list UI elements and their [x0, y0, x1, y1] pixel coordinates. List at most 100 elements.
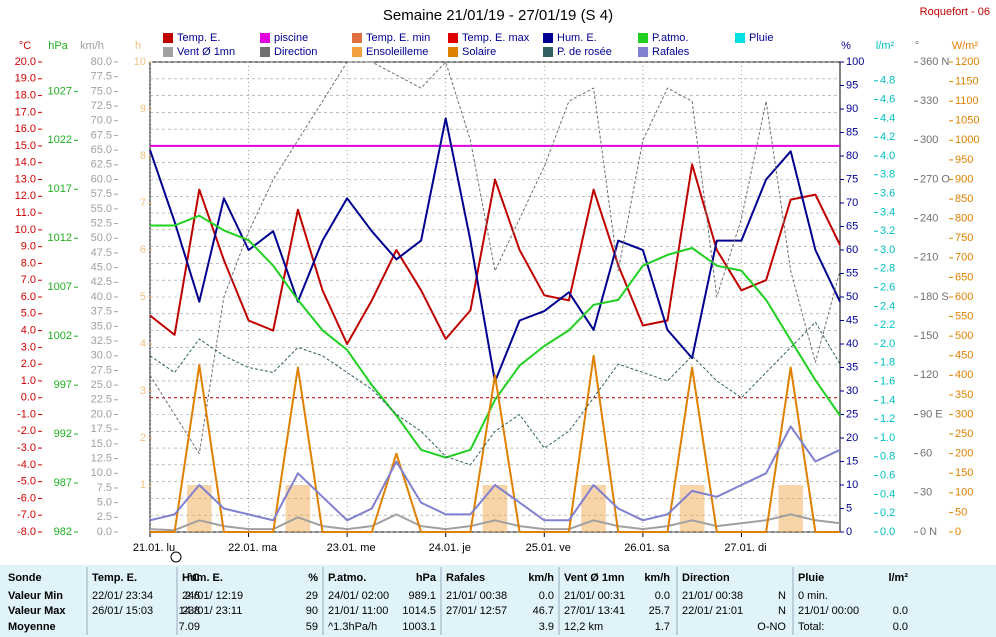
tick-label: 3.0: [21, 341, 36, 353]
tick-label: 4.0: [880, 150, 895, 162]
tick-label: 5: [140, 291, 146, 303]
tick-label: 12.5: [91, 452, 112, 464]
stats-cell: 12,2 km: [564, 621, 603, 633]
stats-value: 0.0: [655, 590, 670, 602]
tick-label: 1100: [955, 95, 979, 107]
tick-label: 40: [846, 338, 858, 350]
stats-row-label: Sonde: [8, 572, 42, 584]
stats-cell: 0 min.: [798, 590, 828, 602]
stats-value: 90: [306, 605, 318, 617]
tick-label: -5.0: [17, 476, 36, 488]
stats-cell: 24/01/ 02:00: [328, 590, 389, 602]
x-tick-label: 21.01. lu: [133, 542, 175, 554]
stats-cell: 27/01/ 13:41: [564, 605, 625, 617]
axis-title: hPa: [48, 40, 68, 52]
tick-label: 1017: [48, 183, 72, 195]
legend-swatch: [163, 47, 173, 57]
stats-value: 7.09: [179, 621, 200, 633]
tick-label: 15: [846, 455, 858, 467]
tick-label: 8.0: [21, 257, 36, 269]
tick-label: 950: [955, 154, 973, 166]
axis-title: km/h: [80, 40, 104, 52]
tick-label: 4.0: [21, 324, 36, 336]
tick-label: 10: [134, 56, 146, 68]
tick-label: 0.6: [880, 470, 895, 482]
tick-label: 65.0: [91, 144, 112, 156]
tick-label: 6.0: [21, 291, 36, 303]
series-line: [149, 163, 841, 345]
x-tick-label: 24.01. je: [429, 542, 471, 554]
tick-label: 2: [140, 432, 146, 444]
tick-label: 20.0: [91, 408, 112, 420]
tick-label: 2.2: [880, 319, 895, 331]
tick-label: 10: [846, 479, 858, 491]
tick-label: 1.4: [880, 394, 895, 406]
legend-swatch: [352, 47, 362, 57]
tick-label: 50: [846, 291, 858, 303]
stats-cell: 26/01/ 15:03: [92, 605, 153, 617]
tick-label: 0.4: [880, 488, 895, 500]
tick-label: 0 N: [920, 526, 937, 538]
tick-label: 3: [140, 385, 146, 397]
tick-label: 997: [54, 379, 72, 391]
sunshine-bar: [778, 485, 804, 532]
tick-label: -6.0: [17, 492, 36, 504]
tick-label: 3.2: [880, 225, 895, 237]
tick-label: 7: [140, 197, 146, 209]
stats-value: N: [778, 605, 786, 617]
stats-unit: km/h: [644, 572, 670, 584]
tick-label: 150: [920, 330, 938, 342]
tick-label: 7.5: [97, 482, 112, 494]
series-line: [149, 513, 841, 532]
tick-label: 2.6: [880, 282, 895, 294]
stats-value: 1.7: [655, 621, 670, 633]
tick-label: 9.0: [21, 241, 36, 253]
tick-label: 95: [846, 79, 858, 91]
tick-label: -4.0: [17, 459, 36, 471]
tick-label: 15.0: [91, 438, 112, 450]
tick-label: 37.5: [91, 306, 112, 318]
legend-swatch: [543, 47, 553, 57]
tick-label: 1: [140, 479, 146, 491]
axis-title: °: [915, 40, 919, 52]
x-tick-label: 22.01. ma: [228, 542, 278, 554]
tick-label: 0: [955, 526, 961, 538]
tick-label: 850: [955, 193, 973, 205]
tick-label: 360 N: [920, 56, 949, 68]
tick-label: 32.5: [91, 335, 112, 347]
tick-label: 8: [140, 150, 146, 162]
axis-title: l/m²: [876, 40, 895, 52]
legend-swatch: [352, 33, 362, 43]
tick-label: 7.0: [21, 274, 36, 286]
tick-label: 987: [54, 477, 72, 489]
tick-label: 77.5: [91, 71, 112, 83]
stats-unit: km/h: [528, 572, 554, 584]
series-line: [149, 321, 841, 466]
tick-label: 13.0: [15, 173, 36, 185]
tick-label: -1.0: [17, 408, 36, 420]
tick-label: -3.0: [17, 442, 36, 454]
tick-label: 30.0: [91, 350, 112, 362]
tick-label: -2.0: [17, 425, 36, 437]
stats-value: N: [778, 590, 786, 602]
legend-swatch: [260, 47, 270, 57]
legend-swatch: [448, 47, 458, 57]
stats-value: O-NO: [757, 621, 786, 633]
tick-label: 5.0: [97, 497, 112, 509]
legend-label: Temp. E. min: [366, 32, 430, 44]
legend-label: P. de rosée: [557, 46, 612, 58]
x-tick-label: 25.01. ve: [526, 542, 571, 554]
stats-value: 2.6: [185, 590, 200, 602]
legend-label: Temp. E. max: [462, 32, 530, 44]
sunshine-bar: [482, 485, 508, 532]
tick-label: 70.0: [91, 115, 112, 127]
stats-unit: hPa: [416, 572, 437, 584]
stats-panel: [0, 565, 996, 637]
tick-label: 1012: [48, 232, 72, 244]
sunshine-bar: [285, 485, 311, 532]
legend-label: Rafales: [652, 46, 690, 58]
tick-label: 25: [846, 408, 858, 420]
stats-value: 0.0: [893, 605, 908, 617]
